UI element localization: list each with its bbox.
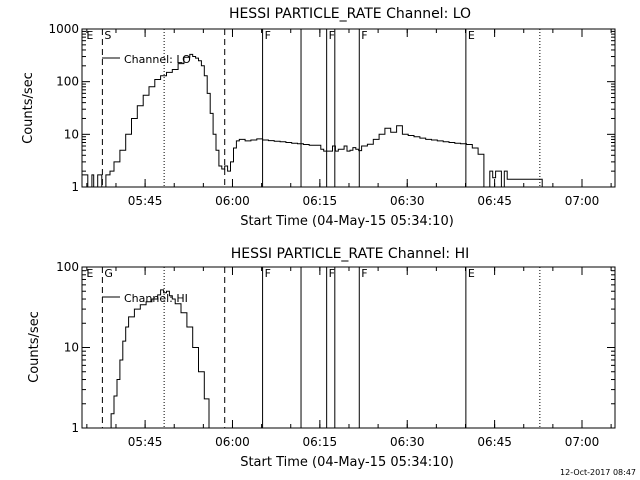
x-tick-label: 07:00 bbox=[565, 194, 600, 208]
y-axis-label: Counts/sec bbox=[27, 311, 42, 383]
data-series-line bbox=[82, 53, 543, 188]
axis-ticks: 1 10 100 1000 05:45 06:00 06:15 06:30 06:45 07:00 bbox=[48, 22, 615, 208]
flag-label: E bbox=[86, 267, 93, 280]
x-tick-label: 07:00 bbox=[565, 435, 600, 449]
flag-label: E bbox=[468, 267, 475, 280]
y-tick-label: 10 bbox=[64, 341, 79, 355]
legend-label: Channel: LO bbox=[124, 53, 191, 66]
x-tick-label: 06:00 bbox=[215, 435, 250, 449]
lo-channel-panel: HESSI PARTICLE_RATE Channel: LO Counts/s… bbox=[21, 6, 616, 229]
y-axis-label: Counts/sec bbox=[21, 72, 36, 144]
flag-label: F bbox=[361, 29, 367, 42]
flag-label: S bbox=[104, 29, 111, 42]
flag-label: E bbox=[468, 29, 475, 42]
y-tick-label: 1000 bbox=[48, 22, 79, 36]
x-tick-label: 06:45 bbox=[477, 435, 512, 449]
x-axis-label: Start Time (04-May-15 05:34:10) bbox=[240, 455, 454, 470]
flag-label: G bbox=[104, 267, 113, 280]
y-tick-label: 1 bbox=[71, 180, 79, 194]
flag-label: F bbox=[361, 267, 367, 280]
x-tick-label: 06:15 bbox=[303, 435, 338, 449]
y-tick-label: 1 bbox=[71, 421, 79, 435]
flag-label: E bbox=[86, 29, 93, 42]
x-tick-label: 06:00 bbox=[215, 194, 250, 208]
axis-ticks: 1 10 100 05:45 06:00 06:15 06:30 06:45 07:00 bbox=[56, 260, 615, 449]
hi-channel-panel: HESSI PARTICLE_RATE Channel: HI Counts/s… bbox=[27, 246, 616, 470]
series-layer bbox=[107, 289, 210, 429]
flag-label: F bbox=[329, 29, 335, 42]
x-tick-label: 06:15 bbox=[303, 194, 338, 208]
y-tick-label: 100 bbox=[56, 260, 79, 274]
x-tick-label: 05:45 bbox=[128, 194, 163, 208]
data-series-line bbox=[107, 289, 210, 429]
chart-title: HESSI PARTICLE_RATE Channel: HI bbox=[231, 246, 469, 262]
flag-label: F bbox=[265, 29, 271, 42]
x-tick-label: 06:45 bbox=[477, 194, 512, 208]
generation-timestamp: 12-Oct-2017 08:47 bbox=[560, 468, 636, 477]
chart-title: HESSI PARTICLE_RATE Channel: LO bbox=[229, 6, 471, 22]
x-tick-label: 05:45 bbox=[128, 435, 163, 449]
x-axis-label: Start Time (04-May-15 05:34:10) bbox=[240, 214, 454, 229]
x-tick-label: 06:30 bbox=[390, 194, 425, 208]
x-tick-label: 06:30 bbox=[390, 435, 425, 449]
y-tick-label: 100 bbox=[56, 75, 79, 89]
flag-label: F bbox=[265, 267, 271, 280]
flag-label: F bbox=[329, 267, 335, 280]
y-tick-label: 10 bbox=[64, 127, 79, 141]
series-layer bbox=[82, 53, 543, 188]
